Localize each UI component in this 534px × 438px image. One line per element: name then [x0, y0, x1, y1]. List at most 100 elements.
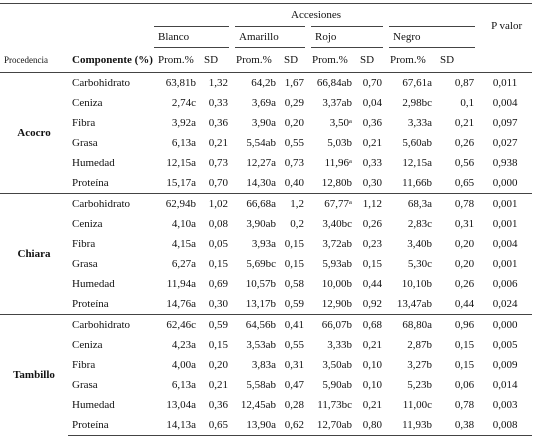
accession-header: Negro [386, 26, 482, 48]
cell: 6,13a [171, 379, 196, 391]
cell: 0,29 [284, 97, 304, 109]
component: Proteína [68, 415, 154, 436]
cell: 0,96 [436, 314, 479, 335]
cell: 2,98bc [402, 97, 432, 109]
component: Ceniza [72, 339, 103, 351]
cell: 0,78 [454, 399, 475, 411]
component: Carbohidrato [68, 314, 154, 335]
cell: 5,60ab [402, 137, 432, 149]
cell: 0,55 [284, 339, 304, 351]
cell: 3,33a [407, 117, 432, 129]
cell: 5,03b [327, 137, 352, 149]
cell: 0,10 [362, 379, 382, 391]
cell: 68,80a [386, 314, 436, 335]
table-row: Proteína 14,76a 0,30 13,17b 0,59 12,90b 0,92 13… [0, 294, 532, 315]
cell: 0,21 [208, 137, 228, 149]
component: Humedad [72, 278, 115, 290]
table-row: Fibra 4,00a 0,20 3,83a 0,31 3,50ab 0,10 3,27b 0,… [0, 355, 532, 375]
cell: 0,04 [362, 97, 382, 109]
cell: 4,23a [171, 339, 196, 351]
table-row: Ceniza 4,10a 0,08 3,90ab 0,2 3,40bc 0,26 2,83c 0… [0, 214, 532, 234]
cell: 0,80 [356, 415, 386, 436]
component: Grasa [72, 258, 98, 270]
cell: 0,65 [454, 177, 475, 189]
cell: 11,66b [402, 177, 432, 189]
cell: 0,005 [492, 339, 518, 351]
accession-header: Blanco [154, 26, 235, 48]
cell: 11,00c [402, 399, 432, 411]
cell: 1,2 [280, 193, 308, 214]
cell: 0,70 [208, 177, 228, 189]
accessions-row: Blanco Amarillo Rojo Negro [0, 26, 532, 48]
column-header: Prom.% [154, 47, 200, 73]
cell: 0,21 [208, 379, 228, 391]
table-body: Acocro Carbohidrato 63,81b 1,32 64,2b 1,67 66,… [0, 72, 533, 436]
cell: 0,08 [208, 218, 228, 230]
cell: 0,31 [284, 359, 304, 371]
cell: 0,65 [200, 415, 232, 436]
cell: 0,70 [356, 72, 386, 93]
cell: 0,014 [492, 379, 518, 391]
cell: 0,2 [290, 218, 304, 230]
column-header: SD [356, 47, 386, 73]
cell: 3,72ab [322, 238, 352, 250]
cell: 4,15a [171, 238, 196, 250]
cell: 0,59 [284, 298, 304, 310]
cell: 0,004 [492, 97, 518, 109]
blank [0, 3, 154, 27]
cell: 3,93a [251, 238, 276, 250]
cell: 10,10b [401, 278, 432, 290]
cell: 0,097 [492, 117, 518, 129]
cell: 64,2b [232, 72, 280, 93]
cell: 0,40 [284, 177, 304, 189]
cell: 0,004 [492, 238, 518, 250]
table-row: Chiara Carbohidrato 62,94b 1,02 66,68a 1,2 67,… [0, 193, 533, 315]
cell: 0,69 [208, 278, 228, 290]
component: Humedad [72, 399, 115, 411]
blank [0, 27, 154, 48]
cell: 0,009 [492, 359, 518, 371]
cell: 62,94b [154, 193, 200, 214]
column-header: SD [280, 47, 308, 73]
cell: 0,000 [492, 177, 518, 189]
cell: 0,36 [362, 117, 382, 129]
column-header: SD [200, 47, 232, 73]
cell: 0,20 [208, 359, 228, 371]
cell: 0,21 [362, 399, 382, 411]
component: Carbohidrato [68, 72, 154, 93]
component: Fibra [72, 117, 96, 129]
cell: 0,44 [454, 298, 475, 310]
cell: 13,04a [166, 399, 196, 411]
cell: 0,55 [284, 137, 304, 149]
cell: 13,47ab [396, 298, 432, 310]
cell: 5,58ab [246, 379, 276, 391]
cell: 0,20 [454, 238, 475, 250]
cell: 1,67 [280, 72, 308, 93]
cell: 1,32 [200, 72, 232, 93]
cell: 0,15 [454, 359, 475, 371]
column-header: Prom.% [386, 47, 436, 73]
cell: 0,008 [478, 415, 533, 436]
cell: 0,73 [208, 157, 228, 169]
cell: 3,40b [407, 238, 432, 250]
table-row: Fibra 4,15a 0,05 3,93a 0,15 3,72ab 0,23 3,40b 0,… [0, 234, 532, 254]
cell: 67,77ᵃ [308, 193, 356, 214]
cell: 0,33 [208, 97, 228, 109]
cell: 0,15 [284, 238, 304, 250]
cell: 0,87 [436, 72, 479, 93]
cell: 67,61a [386, 72, 436, 93]
component: Grasa [72, 137, 98, 149]
cell: 0,21 [454, 117, 475, 129]
cell: 11,94a [166, 278, 196, 290]
cell: 12,70ab [308, 415, 356, 436]
cell: 2,83c [407, 218, 432, 230]
component: Humedad [72, 157, 115, 169]
cell: 0,26 [362, 218, 382, 230]
cell: 0,938 [492, 157, 518, 169]
component: Grasa [72, 379, 98, 391]
cell: 0,26 [454, 137, 475, 149]
cell: 0,78 [436, 193, 479, 214]
cell: 5,69bc [246, 258, 276, 270]
cell: 0,33 [362, 157, 382, 169]
cell: 66,84ab [308, 72, 356, 93]
